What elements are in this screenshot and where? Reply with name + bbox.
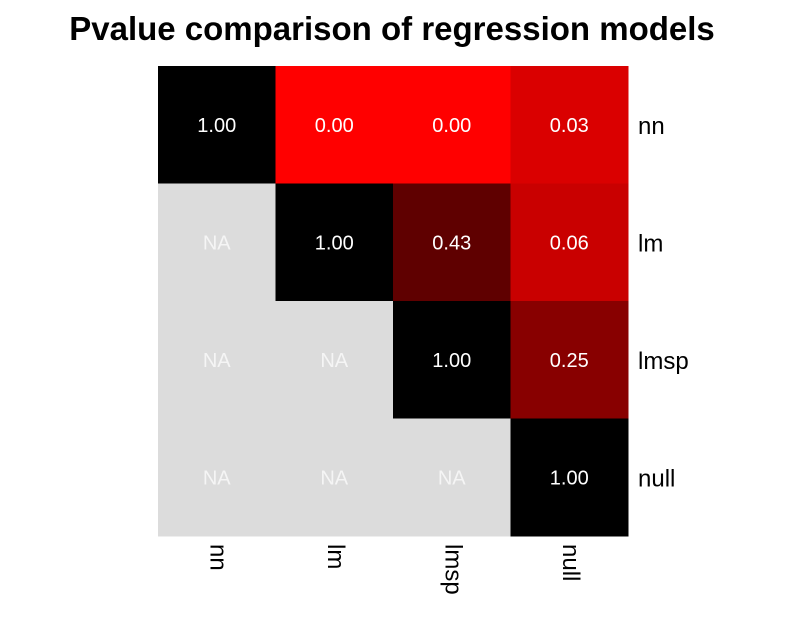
cell-value-label: 1.00 (197, 115, 236, 137)
y-tick-label: nn (638, 113, 665, 140)
cell-value-label: NA (320, 467, 348, 489)
cell-value-label: NA (438, 467, 466, 489)
y-tick-label: lm (638, 230, 663, 257)
cell-value-label: 0.00 (432, 115, 471, 137)
x-axis: nn lm lmsp null (204, 544, 584, 595)
cell-value-label: NA (203, 232, 231, 254)
cell-value-label: NA (203, 350, 231, 372)
cell-value-label: 0.43 (432, 232, 471, 254)
cell-value-label: NA (320, 350, 348, 372)
cell-value-label: 1.00 (432, 350, 471, 372)
heatmap-cell (510, 66, 629, 184)
heatmap-cell (275, 418, 394, 537)
cell-value-label: 1.00 (315, 232, 354, 254)
heatmap-cell (275, 301, 394, 419)
cell-value-label: 0.03 (550, 115, 589, 137)
x-tick-label: lm (322, 544, 349, 569)
heatmap-cell-labels: 1.00 0.00 0.00 0.03 NA 1.00 0.43 0.06 NA NA 1.00 0.… (197, 115, 588, 490)
x-tick-label: null (557, 544, 584, 581)
y-tick-label: null (638, 465, 675, 492)
heatmap-cell (393, 418, 511, 537)
heatmap-cell (275, 183, 394, 302)
heatmap-cell (275, 66, 394, 184)
heatmap-cell (393, 183, 511, 302)
heatmap-cell (158, 301, 276, 419)
heatmap-cell (158, 183, 276, 302)
heatmap-cell (158, 66, 276, 184)
cell-value-label: 0.06 (550, 232, 589, 254)
heatmap-cells (158, 66, 629, 537)
y-tick-label: lmsp (638, 348, 689, 375)
x-tick-label: lmsp (439, 544, 466, 595)
cell-value-label: 0.25 (550, 350, 589, 372)
heatmap-cell (393, 66, 511, 184)
cell-value-label: 0.00 (315, 115, 354, 137)
heatmap-cell (510, 183, 629, 302)
chart-title: Pvalue comparison of regression models (69, 10, 715, 47)
heatmap-cell (510, 418, 629, 537)
cell-value-label: 1.00 (550, 467, 589, 489)
heatmap-cell (510, 301, 629, 419)
heatmap-cell (393, 301, 511, 419)
y-axis: nn lm lmsp null (638, 113, 689, 493)
cell-value-label: NA (203, 467, 231, 489)
x-tick-label: nn (204, 544, 231, 571)
heatmap-cell (158, 418, 276, 537)
